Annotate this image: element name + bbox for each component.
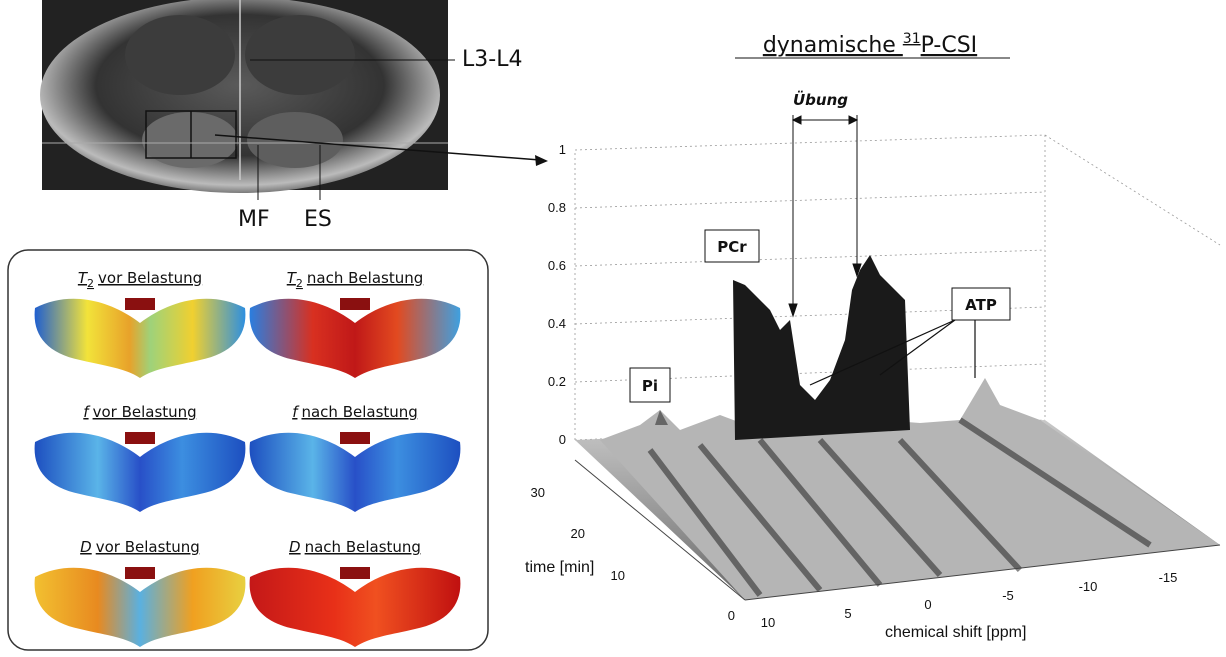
spine-mark xyxy=(340,298,370,310)
shift-tick-label: 10 xyxy=(761,615,775,630)
panel-text: vor Belastung xyxy=(96,538,200,556)
mri-image xyxy=(40,0,548,200)
surface xyxy=(575,255,1220,600)
z-tick-label: 0.4 xyxy=(548,316,566,331)
z-tick-label: 0 xyxy=(559,432,566,447)
time-tick-label: 30 xyxy=(531,485,545,500)
pcr-box: PCr xyxy=(705,230,759,262)
panel-text: vor Belastung xyxy=(93,403,197,421)
spine-mark xyxy=(340,432,370,444)
z-tick-label: 0.8 xyxy=(548,200,566,215)
panel-sub: 2 xyxy=(296,277,303,290)
title-pre: dynamische xyxy=(763,33,903,58)
panel-text: nach Belastung xyxy=(301,403,417,421)
shift-tick-label: -10 xyxy=(1079,579,1098,594)
panel-symbol: D xyxy=(289,538,301,556)
panel-text: nach Belastung xyxy=(307,269,423,287)
title-post: P-CSI xyxy=(921,33,978,58)
time-tick-label: 10 xyxy=(611,568,625,583)
time-tick-label: 20 xyxy=(571,526,585,541)
panel-symbol: D xyxy=(80,538,92,556)
z-tick-label: 0.2 xyxy=(548,374,566,389)
z-tick-label: 0.6 xyxy=(548,258,566,273)
panel-text: vor Belastung xyxy=(98,269,202,287)
atp-box: ATP xyxy=(952,288,1010,320)
pi-box: Pi xyxy=(630,368,670,402)
spine-mark xyxy=(125,298,155,310)
title-sup: 31 xyxy=(903,31,921,47)
figure: L3-L4 MF ES T2vor BelastungT2nach Belast… xyxy=(0,0,1226,653)
shift-tick-label: 5 xyxy=(844,606,851,621)
panel-sub: 2 xyxy=(87,277,94,290)
plot-title: dynamische 31P-CSI xyxy=(763,31,977,58)
shift-tick-label: -15 xyxy=(1159,570,1178,585)
pcr-label: PCr xyxy=(717,238,747,256)
spine-mark xyxy=(125,432,155,444)
exercise-label: Übung xyxy=(793,90,848,109)
panel-text: nach Belastung xyxy=(305,538,421,556)
shift-tick-label: -5 xyxy=(1002,588,1014,603)
time-tick-label: 0 xyxy=(728,608,735,623)
z-tick-label: 1 xyxy=(559,142,566,157)
mf-label: MF xyxy=(238,207,270,232)
time-axis-label: time [min] xyxy=(525,559,594,576)
atp-label: ATP xyxy=(965,296,997,314)
pi-label: Pi xyxy=(642,377,658,395)
shift-tick-label: 0 xyxy=(924,597,931,612)
es-label: ES xyxy=(304,207,332,232)
level-label: L3-L4 xyxy=(462,47,522,72)
spine-mark xyxy=(340,567,370,579)
shift-axis-label: chemical shift [ppm] xyxy=(885,624,1026,641)
spine-mark xyxy=(125,567,155,579)
